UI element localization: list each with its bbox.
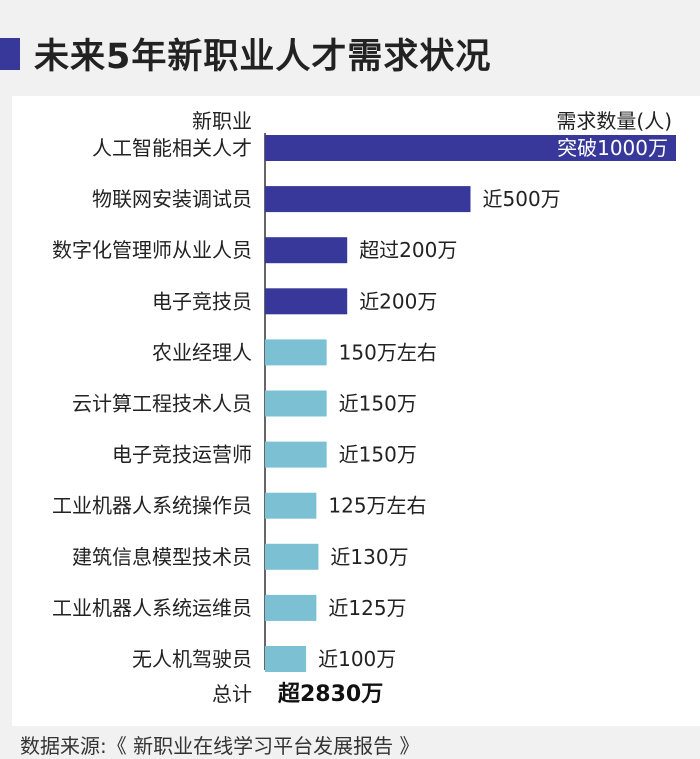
category-label: 工业机器人系统运维员 bbox=[52, 596, 252, 620]
data-label: 超过200万 bbox=[359, 238, 457, 262]
data-label: 突破1000万 bbox=[557, 136, 668, 160]
data-label: 近200万 bbox=[359, 289, 437, 313]
chart-title: 未来5年新职业人才需求状况 bbox=[34, 37, 492, 77]
bar bbox=[265, 492, 317, 519]
bar bbox=[265, 186, 471, 213]
data-label: 近130万 bbox=[330, 545, 408, 569]
bar bbox=[265, 288, 348, 315]
data-label: 近150万 bbox=[339, 392, 417, 416]
category-label: 无人机驾驶员 bbox=[132, 647, 252, 671]
bar bbox=[265, 441, 327, 468]
category-label: 数字化管理师从业人员 bbox=[52, 238, 252, 262]
category-label: 农业经理人 bbox=[152, 340, 252, 364]
category-label: 电子竞技运营师 bbox=[112, 443, 252, 467]
category-label: 电子竞技员 bbox=[152, 289, 252, 313]
bar bbox=[265, 594, 317, 621]
category-label: 物联网安装调试员 bbox=[92, 187, 252, 211]
category-label: 工业机器人系统操作员 bbox=[52, 494, 252, 518]
category-header: 新职业 bbox=[192, 109, 252, 133]
category-label: 建筑信息模型技术员 bbox=[72, 545, 252, 569]
bar bbox=[265, 237, 348, 264]
title-accent-bar bbox=[0, 38, 20, 70]
category-label: 云计算工程技术人员 bbox=[72, 392, 252, 416]
data-label: 150万左右 bbox=[339, 340, 437, 364]
data-label: 近500万 bbox=[483, 187, 561, 211]
header: 未来5年新职业人才需求状况 bbox=[0, 0, 700, 96]
source-note: 数据来源:《 新职业在线学习平台发展报告 》 bbox=[20, 734, 420, 758]
data-label: 近125万 bbox=[328, 596, 406, 620]
category-label: 人工智能相关人才 bbox=[92, 136, 252, 160]
bar bbox=[265, 646, 307, 672]
data-label: 125万左右 bbox=[328, 494, 426, 518]
total-label: 总计 bbox=[212, 682, 252, 706]
bar bbox=[265, 339, 327, 366]
bar bbox=[265, 135, 676, 161]
data-label: 近150万 bbox=[339, 443, 417, 467]
bar bbox=[265, 543, 319, 570]
data-label: 近100万 bbox=[318, 647, 396, 671]
value-header: 需求数量(人) bbox=[556, 109, 672, 133]
bar bbox=[265, 390, 327, 417]
total-value: 超2830万 bbox=[278, 682, 383, 707]
